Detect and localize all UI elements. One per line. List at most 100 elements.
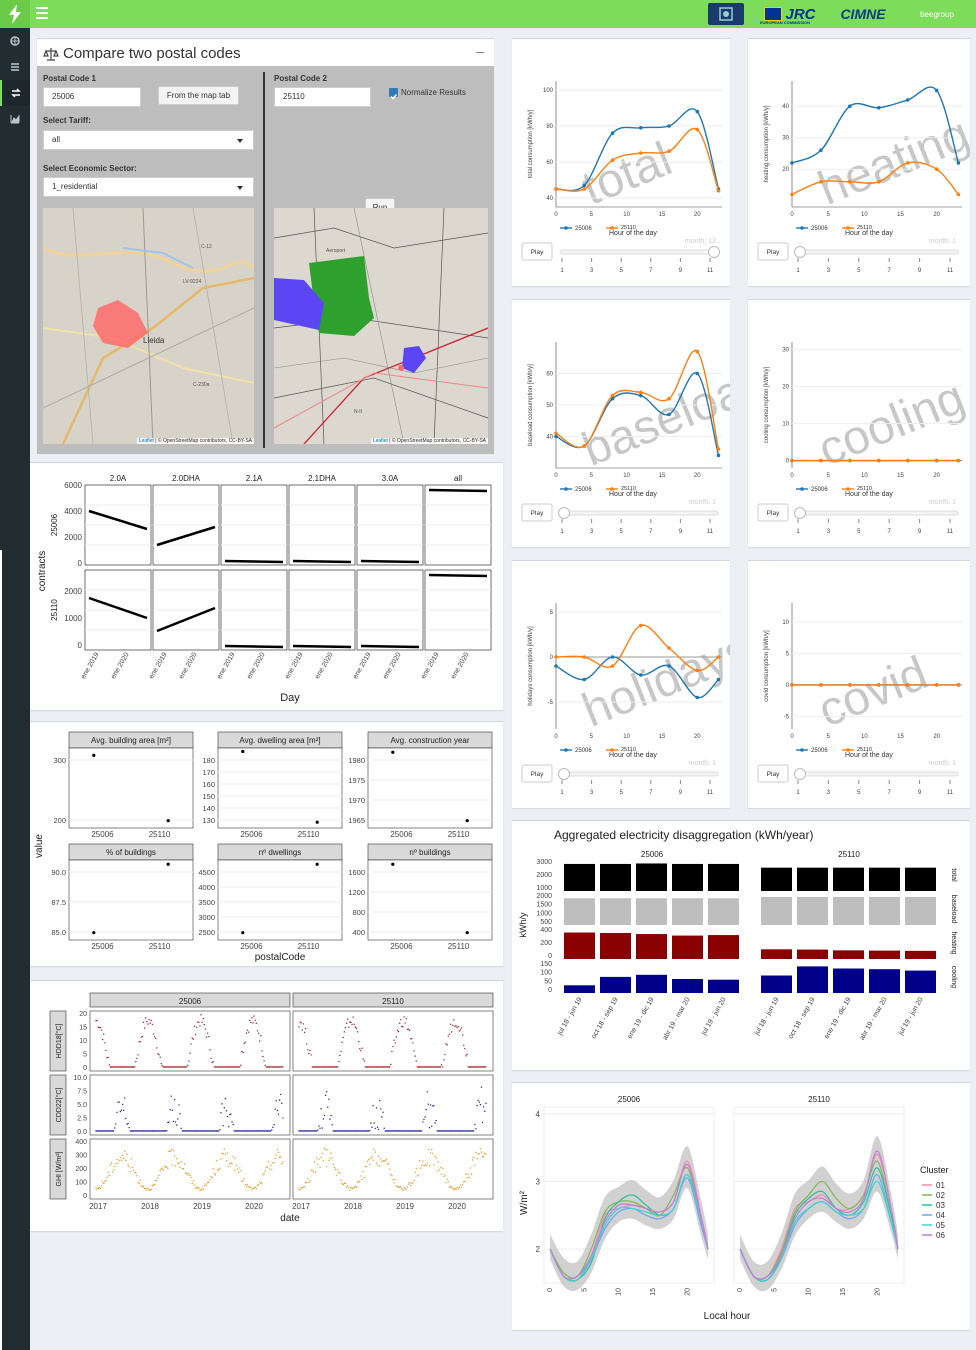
- data-point: [790, 683, 794, 687]
- weather-point: [153, 1036, 156, 1038]
- facet-strip-label: 25006: [618, 1095, 641, 1104]
- weather-point: [425, 1108, 427, 1111]
- weather-point: [482, 1155, 485, 1158]
- data-point: [315, 820, 319, 824]
- tariff-label: Select Tariff:: [43, 116, 91, 125]
- weather-point: [272, 1126, 274, 1129]
- weather-point: [211, 1061, 213, 1064]
- leaflet-link[interactable]: Leaflet: [138, 438, 154, 444]
- from-map-button[interactable]: From the map tab: [158, 86, 239, 105]
- month-slider-handle[interactable]: [558, 507, 570, 519]
- weather-point: [381, 1066, 383, 1068]
- weather-point: [478, 1066, 480, 1068]
- sidebar-item-charts[interactable]: [0, 106, 30, 132]
- map-postal1[interactable]: C-12 LV-9224 Lleida C-230a Leaflet | © O…: [43, 208, 254, 444]
- x-tick-label: 20: [694, 473, 701, 479]
- tariff-select[interactable]: all: [43, 130, 254, 150]
- weather-point: [454, 1188, 456, 1190]
- weather-point: [345, 1186, 348, 1188]
- weather-point: [450, 1130, 453, 1132]
- weather-point: [317, 1163, 319, 1166]
- weather-point: [479, 1066, 482, 1068]
- weather-point: [421, 1164, 423, 1167]
- play-button[interactable]: Play: [521, 503, 553, 522]
- collapse-button[interactable]: –: [476, 43, 484, 59]
- weather-point: [205, 1130, 208, 1132]
- weather-point: [402, 1026, 404, 1028]
- weather-point: [108, 1064, 110, 1066]
- weather-point: [315, 1066, 318, 1068]
- data-point: [819, 180, 823, 184]
- weather-point: [371, 1126, 373, 1128]
- weather-point: [139, 1041, 141, 1043]
- slider-tick-label: 1: [796, 268, 800, 274]
- month-slider-handle[interactable]: [794, 246, 806, 258]
- weather-point: [470, 1173, 473, 1175]
- play-button[interactable]: Play: [757, 764, 789, 783]
- weather-point: [322, 1066, 325, 1068]
- map-postal1-canvas: C-12 LV-9224 Lleida C-230a: [43, 208, 254, 444]
- app-logo[interactable]: [0, 0, 30, 28]
- weather-point: [279, 1156, 282, 1158]
- weather-point: [412, 1130, 414, 1132]
- y-axis-label: contracts: [37, 551, 48, 592]
- weather-point: [188, 1060, 190, 1062]
- weather-point: [464, 1130, 466, 1132]
- weather-point: [369, 1066, 371, 1068]
- weather-point: [161, 1167, 164, 1169]
- weather-point: [452, 1187, 454, 1190]
- weather-point: [121, 1066, 124, 1068]
- y-tick-label: 60: [546, 372, 553, 378]
- weather-point: [454, 1130, 456, 1132]
- postal2-input[interactable]: 25110: [274, 87, 371, 107]
- month-slider-handle[interactable]: [794, 507, 806, 519]
- data-point: [934, 88, 939, 93]
- weather-point: [132, 1169, 135, 1172]
- globe-icon: [10, 36, 20, 46]
- bar-heating: [708, 935, 739, 959]
- play-button[interactable]: Play: [757, 242, 789, 261]
- weather-point: [254, 1186, 256, 1188]
- weather-point: [433, 1105, 435, 1107]
- y-tick-label: 3: [536, 1177, 541, 1186]
- cluster-line-06: [739, 1150, 899, 1280]
- postal1-input[interactable]: 25006: [43, 87, 141, 107]
- weather-point: [273, 1066, 275, 1068]
- sidebar-item-compare[interactable]: [0, 80, 30, 106]
- play-button[interactable]: Play: [521, 242, 553, 261]
- data-point: [166, 819, 170, 823]
- facet-strip-label: 25110: [808, 1095, 830, 1104]
- sidebar-item-list[interactable]: [0, 54, 30, 80]
- weather-point: [202, 1017, 204, 1020]
- weather-point: [200, 1189, 202, 1191]
- play-button[interactable]: Play: [521, 764, 553, 783]
- sector-select[interactable]: 1_residential: [43, 177, 254, 197]
- y-tick-label: 6000: [64, 481, 82, 490]
- weather-point: [132, 1066, 135, 1068]
- weather-point: [418, 1159, 421, 1162]
- normalize-checkbox[interactable]: [389, 88, 398, 100]
- play-button[interactable]: Play: [757, 503, 789, 522]
- weather-point: [181, 1066, 183, 1068]
- weather-point: [230, 1113, 232, 1115]
- leaflet-link[interactable]: Leaflet: [372, 438, 388, 444]
- weather-point: [429, 1066, 432, 1068]
- weather-point: [354, 1130, 357, 1132]
- month-slider-track: [559, 510, 719, 516]
- menu-toggle-icon[interactable]: [36, 7, 48, 19]
- weather-point: [159, 1130, 161, 1132]
- month-slider-handle[interactable]: [558, 768, 570, 780]
- weather-point: [180, 1066, 182, 1068]
- bar-baseload: [797, 897, 828, 925]
- month-slider-handle[interactable]: [708, 246, 720, 258]
- month-slider-handle[interactable]: [794, 768, 806, 780]
- sidebar-item-map[interactable]: [0, 28, 30, 54]
- map-postal2[interactable]: Aeroport N-II Leaflet | © OpenStreetMap …: [274, 208, 488, 444]
- weather-point: [232, 1066, 234, 1068]
- x-axis-label: date: [280, 1213, 300, 1224]
- weather-point: [171, 1066, 174, 1068]
- weather-point: [141, 1130, 144, 1132]
- weather-point: [219, 1167, 221, 1170]
- weather-point: [442, 1130, 444, 1132]
- weather-point: [95, 1020, 97, 1022]
